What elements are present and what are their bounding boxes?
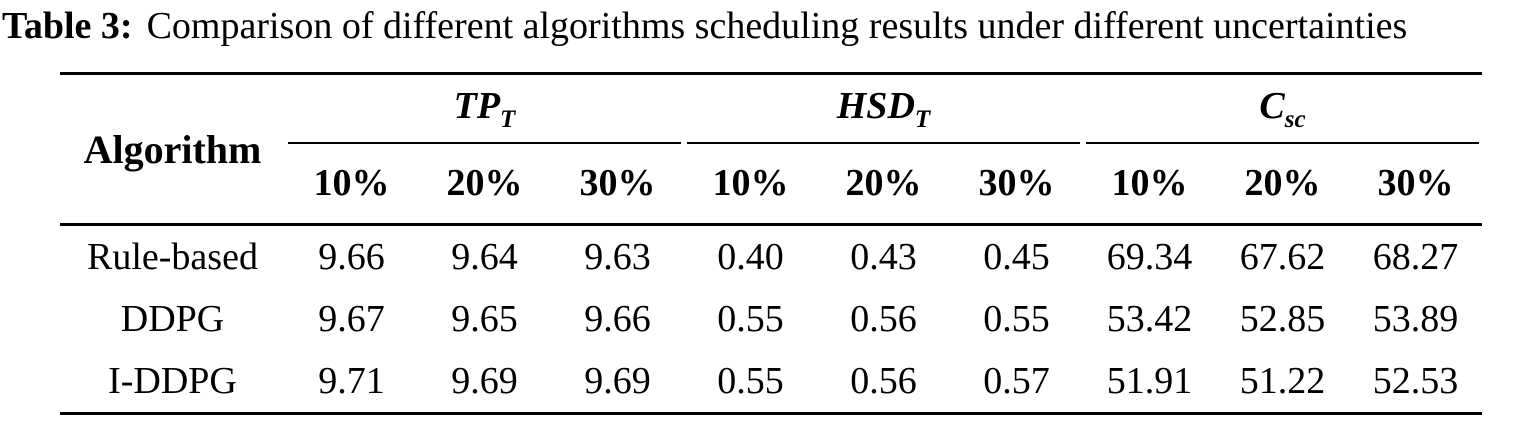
group-header-row: Algorithm TPT HSDT Csc [60,73,1482,226]
col-header-tpt-10: 10% [284,143,418,226]
group-header-tpt-name: TP [453,85,501,128]
cell-i-ddpg-hsdt-30: 0.57 [983,360,1050,403]
group-header-hsdt-name: HSD [836,85,915,128]
col-header-hsdt-30: 30% [949,143,1083,226]
table-caption: Table 3: Comparison of different algorith… [0,0,1537,72]
cell-ddpg-csc-30: 53.89 [1372,298,1459,340]
group-header-csc-name: C [1259,85,1285,128]
cell-rule-based-csc-30: 68.27 [1372,235,1459,278]
cell-i-ddpg-tpt-20: 9.69 [451,360,518,403]
cell-rule-based-csc-10: 69.34 [1106,235,1193,278]
cell-rule-based-csc-20: 67.62 [1239,235,1326,278]
row-label-rule-based: Rule-based [87,235,258,278]
group-header-hsdt: HSDT [684,74,1083,144]
cell-i-ddpg-csc-10: 51.91 [1106,360,1193,403]
table-row-i-ddpg: I-DDPG 9.71 9.69 9.69 0.55 0.56 0.57 51.… [60,351,1482,414]
cell-i-ddpg-hsdt-20: 0.56 [850,360,917,403]
cell-i-ddpg-tpt-10: 9.71 [318,360,385,403]
col-header-csc-20: 20% [1215,143,1349,226]
cell-rule-based-hsdt-20: 0.43 [850,235,917,278]
sub-header-row: 10% 20% 30% 10% 20% 30% 10% 20% 30% [60,143,1482,226]
cell-i-ddpg-csc-30: 52.53 [1372,360,1459,403]
group-header-tpt-subscript: T [500,106,516,134]
group-header-csc: Csc [1083,74,1482,144]
group-header-hsdt-subscript: T [914,106,931,134]
col-header-tpt-30: 30% [550,143,684,226]
group-header-csc-subscript: sc [1284,106,1306,134]
cell-ddpg-hsdt-30: 0.55 [983,298,1050,340]
cell-ddpg-hsdt-20: 0.56 [850,298,917,340]
col-header-csc-30: 30% [1348,143,1482,226]
cell-i-ddpg-csc-20: 51.22 [1239,360,1326,403]
cell-rule-based-tpt-20: 9.64 [451,235,518,278]
group-header-tpt: TPT [285,74,684,144]
row-label-ddpg: DDPG [120,298,225,340]
cell-ddpg-csc-20: 52.85 [1239,298,1326,340]
col-header-hsdt-20: 20% [816,143,950,226]
caption-text: Comparison of different algorithms sched… [146,5,1408,47]
cell-rule-based-tpt-30: 9.63 [584,235,651,278]
cell-i-ddpg-tpt-30: 9.69 [584,360,651,403]
col-header-hsdt-10: 10% [683,143,817,226]
cell-ddpg-csc-10: 53.42 [1106,298,1193,340]
cell-rule-based-hsdt-30: 0.45 [983,235,1050,278]
results-table: Algorithm TPT HSDT Csc 10% 20% 30% 10% 2… [60,72,1482,415]
cell-ddpg-tpt-30: 9.66 [584,298,651,340]
col-header-csc-10: 10% [1082,143,1216,226]
table-row-ddpg: DDPG 9.67 9.65 9.66 0.55 0.56 0.55 53.42… [60,288,1482,351]
cell-i-ddpg-hsdt-10: 0.55 [717,360,784,403]
cell-ddpg-hsdt-10: 0.55 [717,298,784,340]
cell-rule-based-tpt-10: 9.66 [318,235,385,278]
cell-ddpg-tpt-20: 9.65 [451,298,518,340]
cell-rule-based-hsdt-10: 0.40 [717,235,784,278]
caption-label: Table 3: [2,5,133,47]
row-label-i-ddpg: I-DDPG [108,360,237,403]
cell-ddpg-tpt-10: 9.67 [318,298,385,340]
column-header-algorithm: Algorithm [60,73,285,226]
table-row-rule-based: Rule-based 9.66 9.64 9.63 0.40 0.43 0.45… [60,225,1482,288]
col-header-tpt-20: 20% [417,143,551,226]
